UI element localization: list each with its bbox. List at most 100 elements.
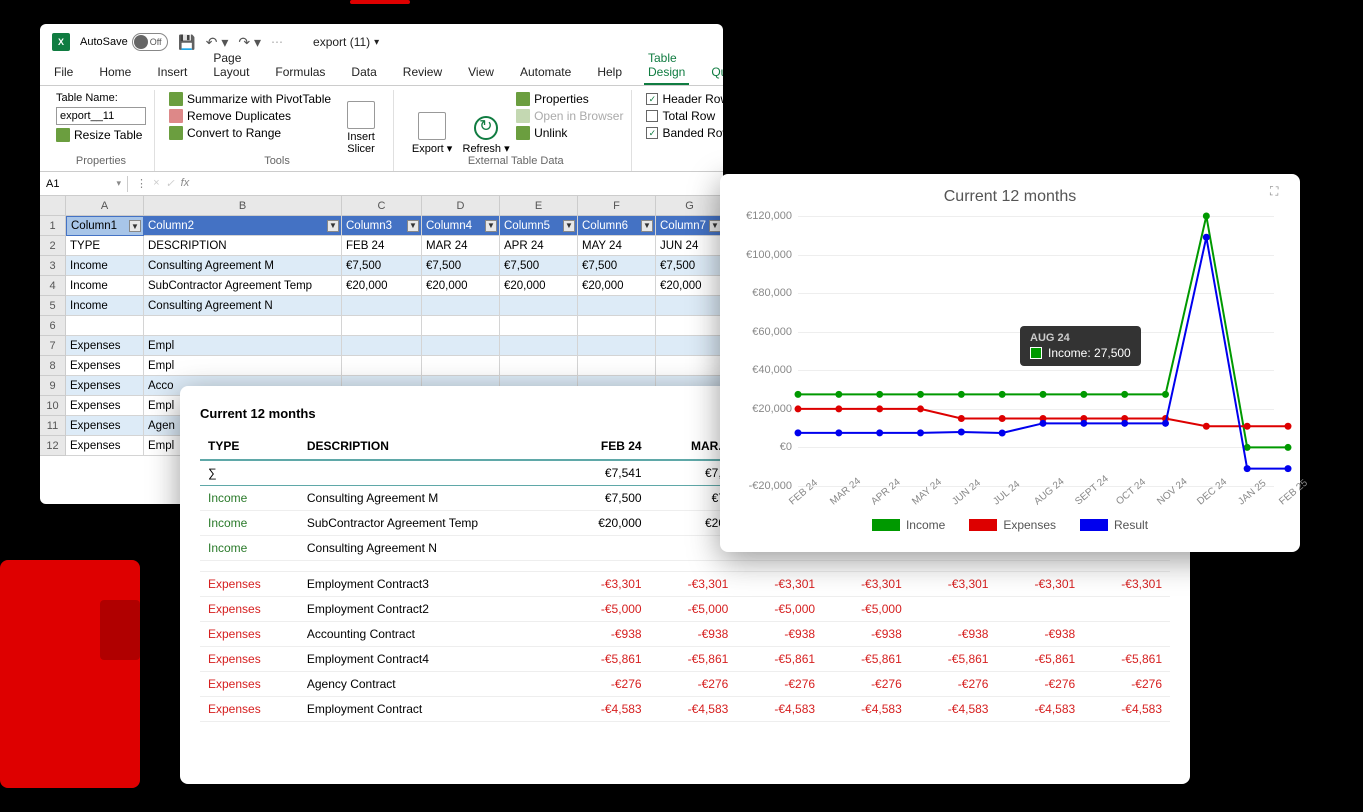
toggle-switch[interactable]: Off	[132, 33, 168, 51]
tab-view[interactable]: View	[464, 61, 498, 85]
cell[interactable]: €7,500	[500, 256, 578, 276]
cell[interactable]	[500, 356, 578, 376]
properties-button[interactable]: Properties	[516, 92, 623, 106]
tab-help[interactable]: Help	[593, 61, 626, 85]
cell[interactable]: TYPE	[66, 236, 144, 256]
row-header[interactable]: 11	[40, 416, 66, 436]
table-row[interactable]: ExpensesEmployment Contract-€4,583-€4,58…	[200, 697, 1170, 722]
cell[interactable]: Consulting Agreement M	[144, 256, 342, 276]
cell[interactable]: Empl	[144, 356, 342, 376]
tab-file[interactable]: File	[50, 61, 77, 85]
cell[interactable]: APR 24	[500, 236, 578, 256]
cell[interactable]	[342, 356, 422, 376]
cell[interactable]	[342, 316, 422, 336]
cell[interactable]: €20,000	[656, 276, 723, 296]
col-header[interactable]: A	[66, 196, 144, 216]
cell[interactable]: €7,500	[342, 256, 422, 276]
cell[interactable]: MAY 24	[578, 236, 656, 256]
tab-review[interactable]: Review	[399, 61, 446, 85]
table-row[interactable]: ExpensesAgency Contract-€276-€276-€276-€…	[200, 672, 1170, 697]
col-header[interactable]: E	[500, 196, 578, 216]
select-all-corner[interactable]	[40, 196, 66, 216]
table-row[interactable]: ExpensesEmployment Contract2-€5,000-€5,0…	[200, 597, 1170, 622]
cell[interactable]: JUN 24	[656, 236, 723, 256]
cell[interactable]: Expenses	[66, 396, 144, 416]
total-row-check[interactable]: Total Row	[646, 109, 723, 123]
cell[interactable]: €7,500	[422, 256, 500, 276]
cell[interactable]	[422, 316, 500, 336]
cell[interactable]	[422, 296, 500, 316]
cell[interactable]: Expenses	[66, 436, 144, 456]
cell[interactable]	[422, 356, 500, 376]
tab-table-design[interactable]: Table Design	[644, 47, 689, 85]
row-header[interactable]: 12	[40, 436, 66, 456]
resize-table-button[interactable]: Resize Table	[56, 128, 146, 142]
expand-icon[interactable]: ⛶	[1270, 184, 1288, 202]
table-header-cell[interactable]: Column4▼	[422, 216, 500, 236]
row-header[interactable]: 7	[40, 336, 66, 356]
cell[interactable]: Expenses	[66, 356, 144, 376]
cell[interactable]: Income	[66, 276, 144, 296]
cell[interactable]: Consulting Agreement N	[144, 296, 342, 316]
row-header[interactable]: 2	[40, 236, 66, 256]
tab-insert[interactable]: Insert	[153, 61, 191, 85]
tab-automate[interactable]: Automate	[516, 61, 575, 85]
row-header[interactable]: 3	[40, 256, 66, 276]
col-header[interactable]: G	[656, 196, 723, 216]
cell[interactable]	[500, 336, 578, 356]
cell[interactable]	[500, 316, 578, 336]
pivot-button[interactable]: Summarize with PivotTable	[169, 92, 331, 106]
legend-item[interactable]: Income	[872, 518, 945, 532]
cell[interactable]: MAR 24	[422, 236, 500, 256]
insert-slicer-button[interactable]: InsertSlicer	[337, 92, 385, 155]
table-header-cell[interactable]: Column1▼	[66, 216, 144, 236]
cell[interactable]: SubContractor Agreement Temp	[144, 276, 342, 296]
table-row[interactable]	[200, 561, 1170, 572]
col-header[interactable]: C	[342, 196, 422, 216]
banded-rows-check[interactable]: ✓Banded Rows	[646, 126, 723, 140]
cell[interactable]: DESCRIPTION	[144, 236, 342, 256]
cell[interactable]	[656, 296, 723, 316]
table-row[interactable]: ExpensesEmployment Contract4-€5,861-€5,8…	[200, 647, 1170, 672]
row-header[interactable]: 8	[40, 356, 66, 376]
table-row[interactable]: ExpensesEmployment Contract3-€3,301-€3,3…	[200, 572, 1170, 597]
cell[interactable]	[656, 356, 723, 376]
convert-range-button[interactable]: Convert to Range	[169, 126, 331, 140]
table-name-input[interactable]	[56, 107, 146, 125]
col-header[interactable]: F	[578, 196, 656, 216]
tab-data[interactable]: Data	[347, 61, 380, 85]
cell[interactable]: Income	[66, 296, 144, 316]
tab-formulas[interactable]: Formulas	[271, 61, 329, 85]
table-header-cell[interactable]: Column6▼	[578, 216, 656, 236]
cell[interactable]	[422, 336, 500, 356]
cell[interactable]	[578, 356, 656, 376]
cell[interactable]: €7,500	[656, 256, 723, 276]
cell[interactable]	[500, 296, 578, 316]
cell[interactable]: Expenses	[66, 376, 144, 396]
tab-home[interactable]: Home	[95, 61, 135, 85]
unlink-button[interactable]: Unlink	[516, 126, 623, 140]
cell[interactable]: €20,000	[422, 276, 500, 296]
row-header[interactable]: 10	[40, 396, 66, 416]
cell[interactable]: €20,000	[500, 276, 578, 296]
col-header[interactable]: D	[422, 196, 500, 216]
save-icon[interactable]: 💾	[178, 33, 196, 51]
cell[interactable]	[342, 296, 422, 316]
cell[interactable]: €20,000	[578, 276, 656, 296]
table-header-cell[interactable]: Column3▼	[342, 216, 422, 236]
cell[interactable]	[342, 336, 422, 356]
table-header-cell[interactable]: Column5▼	[500, 216, 578, 236]
cell[interactable]	[578, 296, 656, 316]
name-box[interactable]: A1▾	[40, 176, 128, 192]
cell[interactable]	[578, 316, 656, 336]
table-row[interactable]: ExpensesAccounting Contract-€938-€938-€9…	[200, 622, 1170, 647]
cell[interactable]: Expenses	[66, 336, 144, 356]
legend-item[interactable]: Expenses	[969, 518, 1056, 532]
remove-duplicates-button[interactable]: Remove Duplicates	[169, 109, 331, 123]
cell[interactable]	[578, 336, 656, 356]
legend-item[interactable]: Result	[1080, 518, 1148, 532]
autosave-toggle[interactable]: AutoSave Off	[80, 33, 168, 51]
table-header-cell[interactable]: Column2▼	[144, 216, 342, 236]
header-row-check[interactable]: ✓Header Row	[646, 92, 723, 106]
col-header[interactable]: B	[144, 196, 342, 216]
